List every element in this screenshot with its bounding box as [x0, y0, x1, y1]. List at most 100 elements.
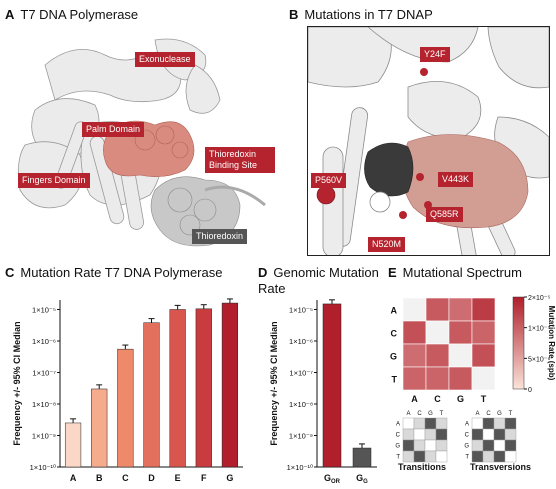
- chart-d-y-tick-label: 1×10⁻⁸: [289, 400, 313, 409]
- chart-c-y-tick-label: 1×10⁻⁹: [32, 431, 56, 440]
- transversions-matrix-column-label: G: [497, 411, 502, 417]
- transitions-matrix-row-label: C: [396, 433, 401, 439]
- colorbar-tick-label: 1×10⁻⁵: [528, 326, 550, 333]
- chart-c-category-label: A: [70, 473, 77, 483]
- chart-d-y-tick-label: 1×10⁻⁵: [289, 305, 313, 314]
- transversions-matrix-cell: [471, 417, 484, 430]
- heatmap-cell: [471, 343, 496, 368]
- transitions-matrix-cell: [413, 428, 426, 441]
- panel-d-title-line2: Rate: [258, 281, 286, 296]
- y24f-tag: Y24F: [420, 47, 450, 62]
- heatmap-cell: [425, 343, 450, 368]
- chart-c-category-label: D: [148, 473, 155, 483]
- transitions-matrix-cell: [413, 439, 426, 452]
- heatmap-cell: [402, 343, 427, 368]
- transitions-matrix-cell: [402, 417, 415, 430]
- transitions-matrix-cell: [413, 417, 426, 430]
- transitions-matrix-cell: [435, 417, 448, 430]
- transversions-matrix-cell: [493, 450, 506, 463]
- heatmap-row-label: G: [390, 352, 397, 362]
- transitions-matrix-cell: [424, 439, 437, 452]
- panel-c-title: C Mutation Rate T7 DNA Polymerase: [5, 265, 222, 280]
- chart-c-y-axis-label: Frequency +/- 95% CI Median: [12, 321, 22, 445]
- panel-b-title: B Mutations in T7 DNAP: [289, 7, 433, 22]
- chart-c-category-label: B: [96, 473, 103, 483]
- exonuclease-tag: Exonuclease: [135, 52, 195, 67]
- transversions-matrix-row-label: C: [465, 433, 470, 439]
- heatmap-cell: [402, 320, 427, 345]
- transitions-matrix-row-label: G: [395, 444, 400, 450]
- chart-c-bar: [195, 308, 212, 468]
- chart-c-y-tick-label: 1×10⁻¹⁰: [30, 463, 56, 472]
- transitions-matrix-cell: [435, 428, 448, 441]
- chart-c-category-label: G: [226, 473, 233, 483]
- panel-e-title: E Mutational Spectrum: [388, 265, 522, 280]
- chart-d-category-label: GG: [356, 473, 368, 485]
- chart-d-y-tick-label: 1×10⁻¹⁰: [287, 463, 313, 472]
- n520m-tag: N520M: [368, 237, 406, 252]
- chart-c-bar: [117, 348, 134, 468]
- panel-a-title: A T7 DNA Polymerase: [5, 7, 138, 22]
- transversions-matrix-cell: [482, 450, 495, 463]
- mutations-structure-box: Y24F P560V V443K Q585R N520M: [307, 26, 550, 256]
- transversions-matrix-row-label: T: [465, 455, 469, 461]
- colorbar-tick-label: 2×10⁻⁵: [528, 295, 550, 302]
- transitions-matrix-cell: [424, 428, 437, 441]
- q585r-tag: Q585R: [426, 207, 463, 222]
- transversions-matrix-cell: [504, 428, 517, 441]
- transitions-matrix-cell: [402, 428, 415, 441]
- chart-c-bar: [143, 322, 160, 468]
- heatmap-cell: [425, 320, 450, 345]
- panel-d-title: D Genomic Mutation Rate: [258, 265, 379, 297]
- transversions-matrix-row-label: G: [464, 444, 469, 450]
- transversions-matrix-cell: [471, 439, 484, 452]
- chart-c-y-tick-label: 1×10⁻⁵: [32, 305, 56, 314]
- heatmap-column-label: G: [457, 394, 464, 404]
- chart-c-category-label: C: [122, 473, 129, 483]
- palm-domain-tag: Palm Domain: [82, 122, 145, 137]
- chart-d-bar: [322, 303, 342, 468]
- panel-d-letter: D: [258, 265, 268, 280]
- heatmap-cell: [425, 366, 450, 391]
- transversions-matrix-column-label: A: [475, 411, 479, 417]
- transversions-matrix-column-label: C: [486, 411, 491, 417]
- chart-d-category-subscript: OR: [331, 479, 341, 485]
- transitions-matrix-cell: [413, 450, 426, 463]
- transitions-matrix-column-label: T: [440, 411, 444, 417]
- genomic-mutation-rate-chart: 1×10⁻¹⁰ 1×10⁻⁹ 1×10⁻⁸ 1×10⁻⁷ 1×10⁻⁶ 1×10⁻⁵ Fre…: [269, 299, 377, 485]
- heatmap-cell: [471, 297, 496, 322]
- heatmap-row-label: T: [392, 375, 398, 385]
- heatmap-cell: [448, 320, 473, 345]
- chart-d-y-axis-label: Frequency +/- 95% CI Median: [269, 321, 279, 445]
- transitions-matrix-row-label: A: [396, 422, 400, 428]
- heatmap-cell: [471, 366, 496, 391]
- colorbar-label: Mutation Rate (spb): [547, 306, 556, 381]
- transversions-matrix-column-label: T: [509, 411, 513, 417]
- panel-b-letter: B: [289, 7, 299, 22]
- chart-c-category-label: E: [175, 473, 181, 483]
- transversions-matrix-cell: [504, 450, 517, 463]
- chart-c-bar: [169, 309, 186, 468]
- chart-c-y-tick-label: 1×10⁻⁸: [32, 400, 56, 409]
- transversions-matrix-row-label: A: [465, 422, 469, 428]
- v443k-tag: V443K: [438, 172, 474, 187]
- colorbar-tick-label: 0: [528, 387, 532, 394]
- transitions-matrix-column-label: A: [406, 411, 410, 417]
- heatmap-column-label: C: [434, 394, 441, 404]
- thioredoxin-binding-site-tag: Thioredoxin Binding Site: [205, 147, 275, 173]
- transversions-matrix-cell: [471, 428, 484, 441]
- heatmap-cell: [448, 366, 473, 391]
- transitions-matrix-cell: [424, 450, 437, 463]
- transversions-matrix-cell: [482, 439, 495, 452]
- panel-c-letter: C: [5, 265, 15, 280]
- colorbar-tick-label: 5×10⁻⁶: [528, 356, 550, 363]
- transversions-label: Transversions: [470, 462, 532, 472]
- chart-c-y-tick-label: 1×10⁻⁶: [32, 337, 56, 346]
- panel-c-title-text: Mutation Rate T7 DNA Polymerase: [20, 265, 223, 280]
- transversions-matrix-cell: [493, 439, 506, 452]
- transversions-matrix-cell: [504, 417, 517, 430]
- heatmap-cell: [471, 320, 496, 345]
- transitions-matrix-cell: [402, 450, 415, 463]
- transitions-matrix-cell: [435, 439, 448, 452]
- t7-polymerase-structure: Exonuclease Palm Domain Fingers Domain T…: [5, 25, 285, 255]
